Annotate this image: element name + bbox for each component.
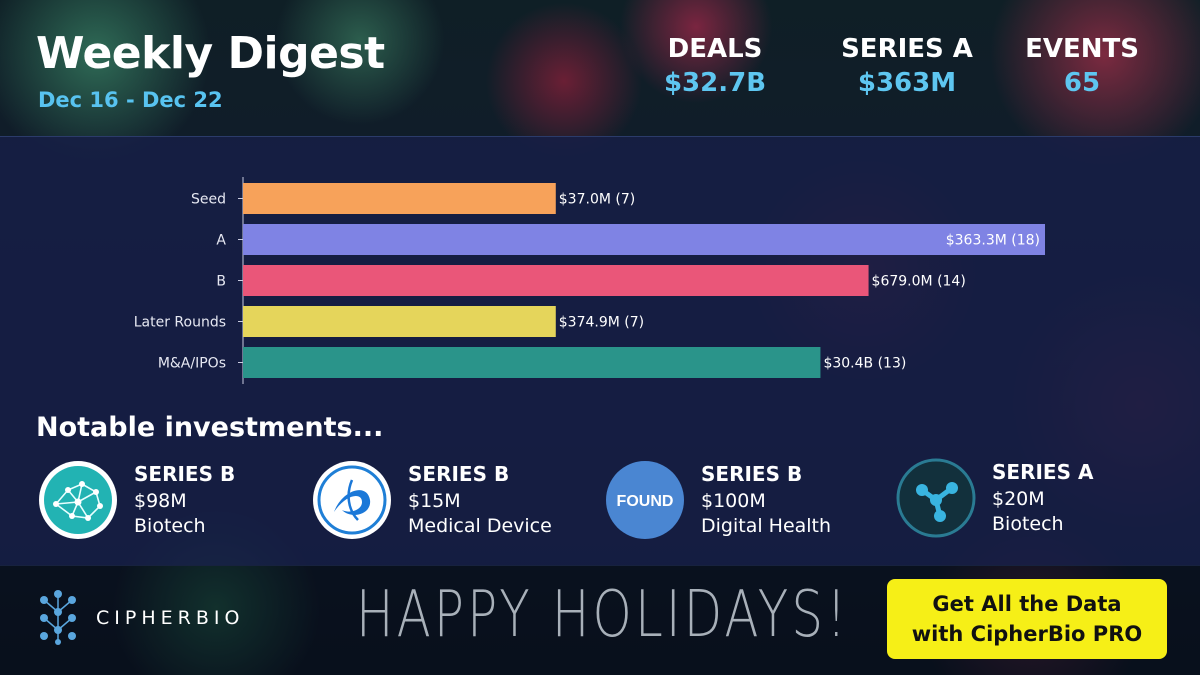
investment-sector: Biotech xyxy=(134,515,206,537)
stat-value: $363M xyxy=(857,68,957,98)
bar xyxy=(243,347,821,378)
stat-deals: DEALS $32.7B xyxy=(660,34,770,98)
bar xyxy=(243,265,869,296)
category-label: M&A/IPOs xyxy=(158,356,226,372)
bar xyxy=(243,224,1045,255)
bar-data-label: $679.0M (14) xyxy=(872,274,966,290)
holiday-greeting: HAPPY HOLIDAYS! xyxy=(356,578,850,652)
stat-value: 65 xyxy=(1063,68,1101,98)
blue-swirl-icon xyxy=(313,461,391,539)
category-label: A xyxy=(216,233,226,249)
stat-label: SERIES A xyxy=(841,34,973,64)
date-range: Dec 16 - Dec 22 xyxy=(38,88,223,112)
category-label: B xyxy=(216,274,226,290)
stat-label: DEALS xyxy=(667,34,763,64)
stat-series-a: SERIES A $363M xyxy=(836,34,978,98)
found-logo: FOUND xyxy=(606,461,684,539)
investment-amount: $20M xyxy=(992,488,1045,510)
investment-amount: $98M xyxy=(134,490,187,512)
bar xyxy=(243,183,556,214)
investment-round: SERIES B xyxy=(408,462,510,486)
funding-bar-chart: Seed $37.0M (7) A $363.3M (18) B $679.0M (14)… xyxy=(134,177,1045,384)
page-title: Weekly Digest xyxy=(36,28,385,79)
cta-line-1: Get All the Data xyxy=(932,592,1122,616)
stat-label: EVENTS xyxy=(1025,34,1139,64)
bar-data-label: $363.3M (18) xyxy=(946,233,1040,249)
investment-amount: $100M xyxy=(701,490,766,512)
investment-round: SERIES B xyxy=(701,462,803,486)
found-logo-text: FOUND xyxy=(617,493,674,510)
notable-heading: Notable investments... xyxy=(36,412,384,443)
cipherbio-logo-icon xyxy=(40,590,76,645)
bar-data-label: $30.4B (13) xyxy=(823,356,906,372)
investment-round: SERIES A xyxy=(992,460,1094,484)
investment-sector: Medical Device xyxy=(408,515,552,537)
molecule-icon xyxy=(896,458,976,538)
category-label: Seed xyxy=(191,192,226,208)
investment-round: SERIES B xyxy=(134,462,236,486)
brand-name: CIPHERBIO xyxy=(96,607,245,629)
bar-data-label: $374.9M (7) xyxy=(559,315,644,331)
investment-sector: Biotech xyxy=(992,513,1064,535)
cta-line-2: with CipherBio PRO xyxy=(911,622,1143,646)
bar-data-label: $37.0M (7) xyxy=(559,192,635,208)
network-brain-icon xyxy=(39,461,117,539)
bar xyxy=(243,306,556,337)
stat-value: $32.7B xyxy=(663,68,767,98)
investment-amount: $15M xyxy=(408,490,461,512)
stat-events: EVENTS 65 xyxy=(1022,34,1142,98)
investment-sector: Digital Health xyxy=(701,515,832,537)
get-pro-button[interactable]: Get All the Data with CipherBio PRO xyxy=(887,579,1167,659)
category-label: Later Rounds xyxy=(134,315,226,331)
